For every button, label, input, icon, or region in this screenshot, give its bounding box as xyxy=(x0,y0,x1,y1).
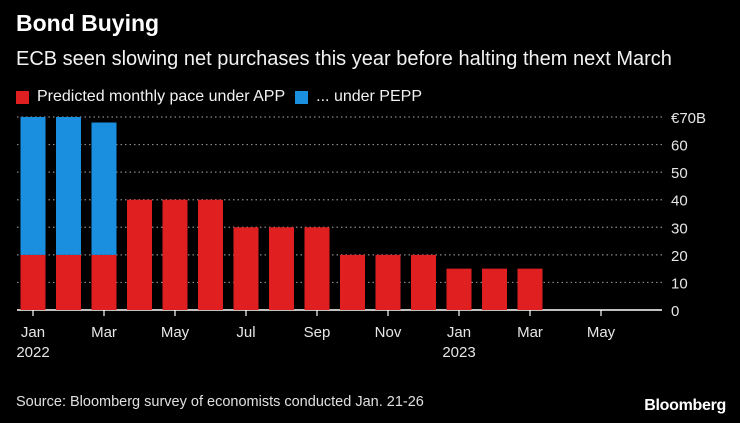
bar-app xyxy=(198,199,223,310)
bar-app xyxy=(20,254,46,310)
chart-legend: Predicted monthly pace under APP ... und… xyxy=(16,88,432,106)
bar-app xyxy=(411,254,436,310)
legend-swatch-app xyxy=(16,90,29,104)
bar-app xyxy=(304,227,330,310)
bar-app xyxy=(127,199,152,310)
legend-label-app: Predicted monthly pace under APP xyxy=(37,88,286,105)
y-tick-label: 40 xyxy=(671,193,688,210)
y-tick-label: 0 xyxy=(671,303,679,320)
bar-app xyxy=(375,254,401,310)
x-tick-year-label: 2023 xyxy=(442,344,475,361)
x-tick-label: May xyxy=(161,324,190,341)
y-tick-label: 60 xyxy=(671,138,688,155)
bloomberg-logo: Bloomberg xyxy=(644,397,726,414)
x-tick-label: Jan xyxy=(447,324,471,341)
bar-app xyxy=(233,227,259,310)
bar-app xyxy=(91,254,117,310)
bar-app xyxy=(482,268,507,310)
bar-pepp xyxy=(56,117,81,255)
chart-title: Bond Buying xyxy=(16,10,160,36)
bar-app xyxy=(56,254,81,310)
y-tick-label: 20 xyxy=(671,248,688,265)
legend-item-pepp: ... under PEPP xyxy=(295,88,422,106)
chart-subtitle: ECB seen slowing net purchases this year… xyxy=(16,48,672,70)
legend-item-app: Predicted monthly pace under APP xyxy=(16,88,285,106)
x-tick-year-label: 2022 xyxy=(16,344,49,361)
bar-pepp xyxy=(91,122,117,255)
y-tick-label: 10 xyxy=(671,275,688,292)
bar-app xyxy=(446,268,472,310)
x-tick-label: Jul xyxy=(236,324,255,341)
bar-app xyxy=(517,268,543,310)
x-tick-label: Jan xyxy=(21,324,45,341)
bar-app xyxy=(269,227,294,310)
y-tick-label: €70B xyxy=(671,110,706,127)
x-tick-label: Mar xyxy=(517,324,543,341)
y-tick-label: 30 xyxy=(671,220,688,237)
x-tick-label: Sep xyxy=(304,324,331,341)
x-tick-label: May xyxy=(587,324,616,341)
x-tick-label: Nov xyxy=(375,324,402,341)
legend-swatch-pepp xyxy=(295,90,309,104)
legend-label-pepp: ... under PEPP xyxy=(316,88,422,105)
bar-app xyxy=(340,254,365,310)
x-tick-label: Mar xyxy=(91,324,117,341)
y-tick-label: 50 xyxy=(671,165,688,182)
bar-app xyxy=(162,199,188,310)
bar-pepp xyxy=(20,117,46,255)
source-note: Source: Bloomberg survey of economists c… xyxy=(16,394,424,410)
